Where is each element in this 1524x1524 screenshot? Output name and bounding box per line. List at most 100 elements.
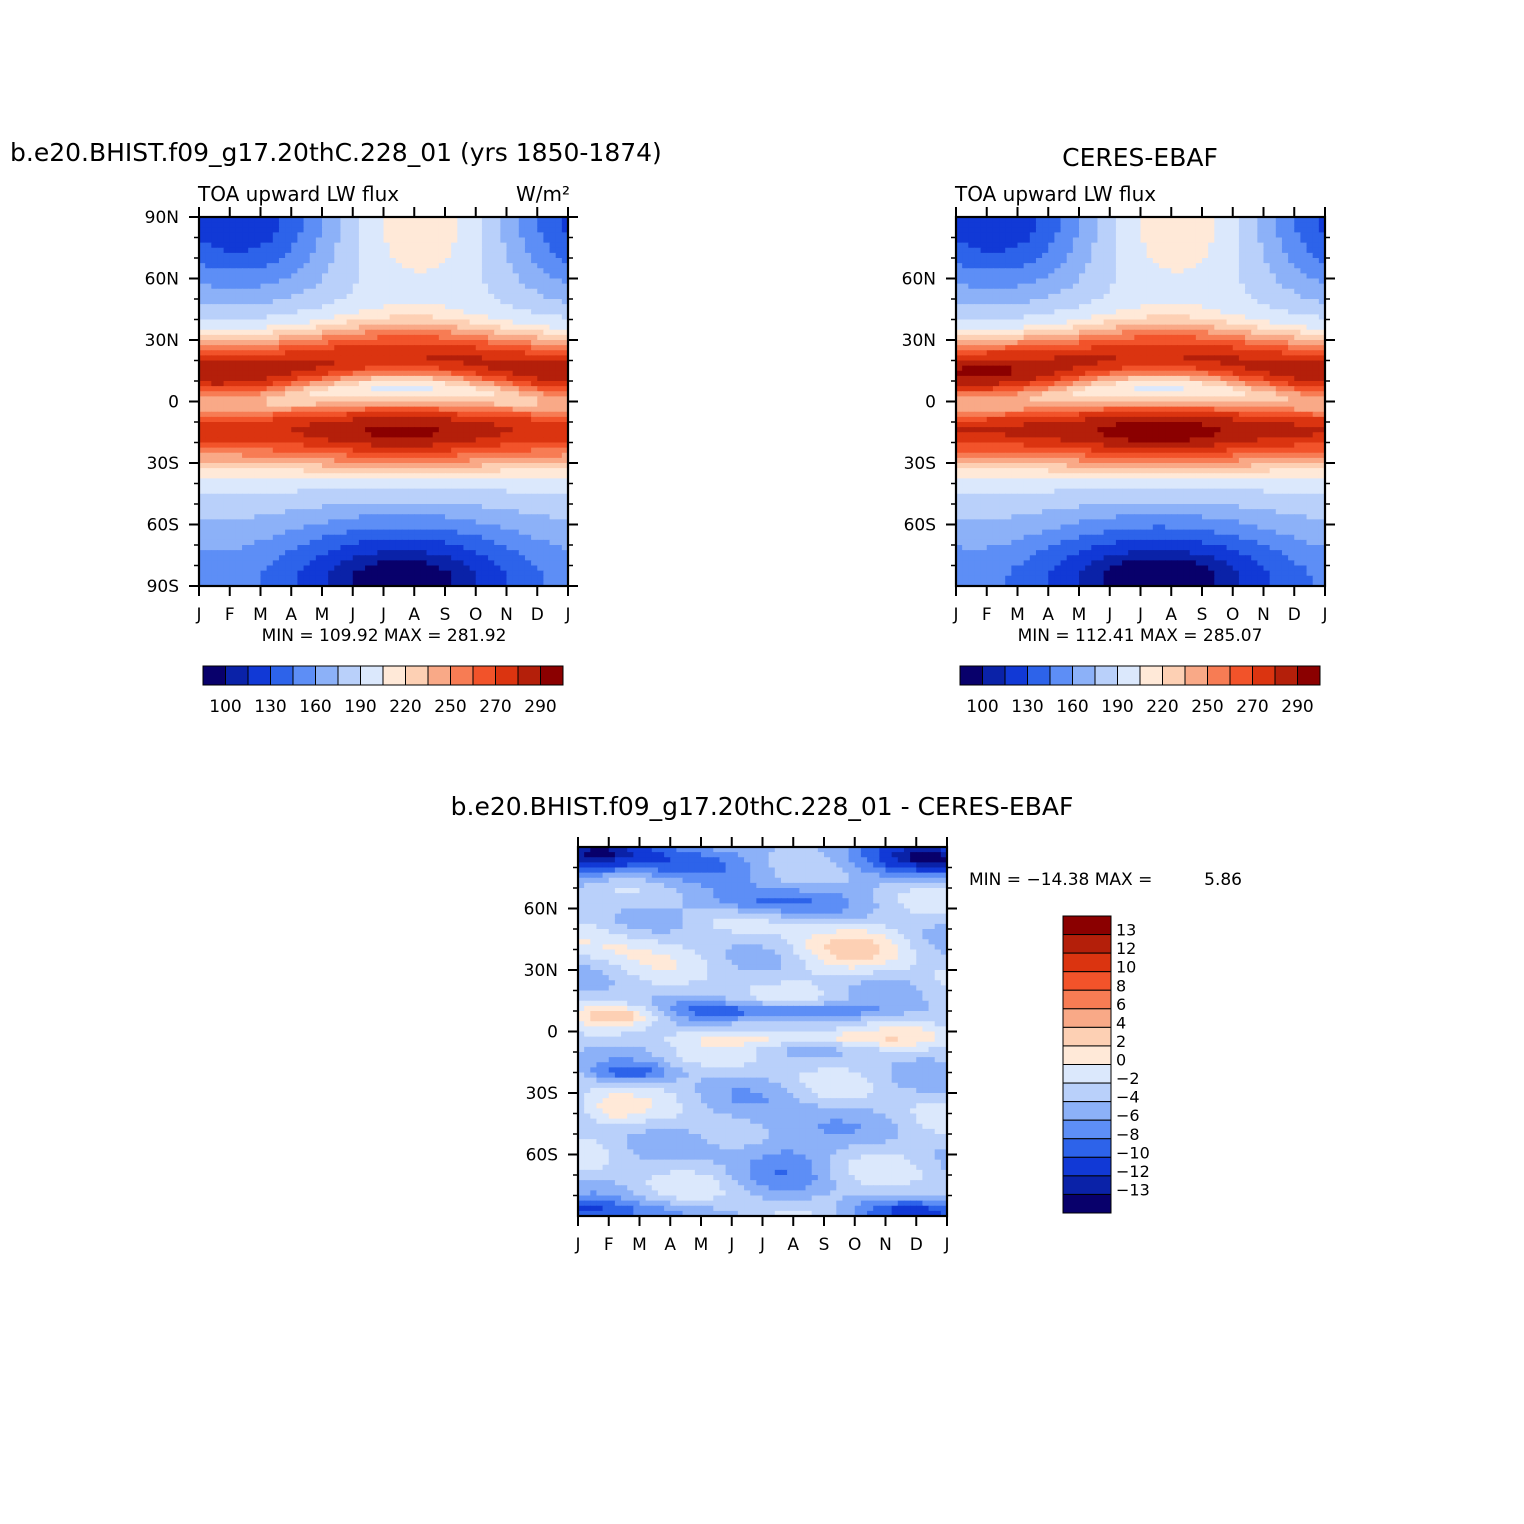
contour-cell xyxy=(1036,238,1043,244)
contour-cell xyxy=(482,273,489,279)
contour-cell xyxy=(390,376,397,382)
contour-cell xyxy=(359,473,366,479)
contour-cell xyxy=(328,391,335,397)
contour-cell xyxy=(304,530,311,536)
contour-cell xyxy=(242,330,249,336)
contour-cell xyxy=(433,443,440,449)
contour-cell xyxy=(359,273,366,279)
contour-cell xyxy=(322,417,329,423)
contour-cell xyxy=(340,325,347,331)
contour-cell xyxy=(402,437,409,443)
contour-cell xyxy=(347,325,354,331)
contour-cell xyxy=(285,396,292,402)
contour-cell xyxy=(550,571,557,577)
contour-cell xyxy=(396,437,403,443)
contour-cell xyxy=(322,453,329,459)
contour-cell xyxy=(353,268,360,274)
contour-cell xyxy=(427,535,434,541)
contour-cell xyxy=(236,402,243,408)
contour-cell xyxy=(550,555,557,561)
contour-cell xyxy=(543,340,550,346)
contour-cell xyxy=(236,314,243,320)
contour-cell xyxy=(254,309,261,315)
contour-cell xyxy=(224,458,231,464)
contour-cell xyxy=(384,427,391,433)
contour-cell xyxy=(1202,232,1209,238)
contour-cell xyxy=(525,314,532,320)
contour-cell xyxy=(427,273,434,279)
contour-cell xyxy=(340,376,347,382)
contour-cell xyxy=(408,355,415,361)
contour-cell xyxy=(291,330,298,336)
contour-cell xyxy=(451,253,458,259)
contour-cell xyxy=(513,432,520,438)
contour-cell xyxy=(371,478,378,484)
contour-cell xyxy=(254,258,261,264)
contour-cell xyxy=(205,427,212,433)
contour-cell xyxy=(242,412,249,418)
contour-cell xyxy=(273,335,280,341)
contour-cell xyxy=(273,227,280,233)
contour-cell xyxy=(261,376,268,382)
contour-cell xyxy=(347,571,354,577)
contour-cell xyxy=(525,427,532,433)
contour-cell xyxy=(371,350,378,356)
contour-cell xyxy=(1153,253,1160,259)
contour-cell xyxy=(968,258,975,264)
contour-cell xyxy=(457,238,464,244)
contour-cell xyxy=(433,396,440,402)
contour-cell xyxy=(414,550,421,556)
contour-cell xyxy=(384,484,391,490)
contour-cell xyxy=(433,273,440,279)
contour-cell xyxy=(297,253,304,259)
contour-cell xyxy=(316,422,323,428)
contour-cell xyxy=(217,366,224,372)
contour-cell xyxy=(267,509,274,515)
contour-cell xyxy=(273,391,280,397)
contour-cell xyxy=(340,371,347,377)
contour-cell xyxy=(476,350,483,356)
contour-cell xyxy=(513,478,520,484)
contour-cell xyxy=(543,320,550,326)
contour-cell xyxy=(1245,243,1252,249)
contour-cell xyxy=(205,437,212,443)
contour-cell xyxy=(439,576,446,582)
contour-cell xyxy=(531,273,538,279)
contour-cell xyxy=(482,314,489,320)
contour-cell xyxy=(285,499,292,505)
contour-cell xyxy=(531,560,538,566)
contour-cell xyxy=(537,453,544,459)
contour-cell xyxy=(1300,238,1307,244)
contour-cell xyxy=(322,263,329,269)
contour-cell xyxy=(236,299,243,305)
contour-cell xyxy=(328,468,335,474)
x-tick-label: A xyxy=(408,605,420,625)
contour-cell xyxy=(359,391,366,397)
contour-cell xyxy=(433,361,440,367)
contour-cell xyxy=(451,437,458,443)
contour-cell xyxy=(359,540,366,546)
contour-cell xyxy=(1313,243,1320,249)
contour-cell xyxy=(353,345,360,351)
contour-cell xyxy=(261,437,268,443)
contour-cell xyxy=(470,427,477,433)
contour-cell xyxy=(384,325,391,331)
contour-cell xyxy=(500,232,507,238)
contour-cell xyxy=(482,540,489,546)
contour-cell xyxy=(537,248,544,254)
contour-cell xyxy=(993,258,1000,264)
contour-cell xyxy=(285,263,292,269)
contour-cell xyxy=(482,238,489,244)
contour-cell xyxy=(531,248,538,254)
contour-cell xyxy=(531,525,538,531)
contour-cell xyxy=(334,422,341,428)
contour-cell xyxy=(402,443,409,449)
contour-cell xyxy=(1011,227,1018,233)
contour-cell xyxy=(310,284,317,290)
contour-cell xyxy=(396,443,403,449)
contour-cell xyxy=(408,371,415,377)
contour-cell xyxy=(457,232,464,238)
contour-cell xyxy=(211,258,218,264)
contour-cell xyxy=(482,463,489,469)
contour-cell xyxy=(230,268,237,274)
